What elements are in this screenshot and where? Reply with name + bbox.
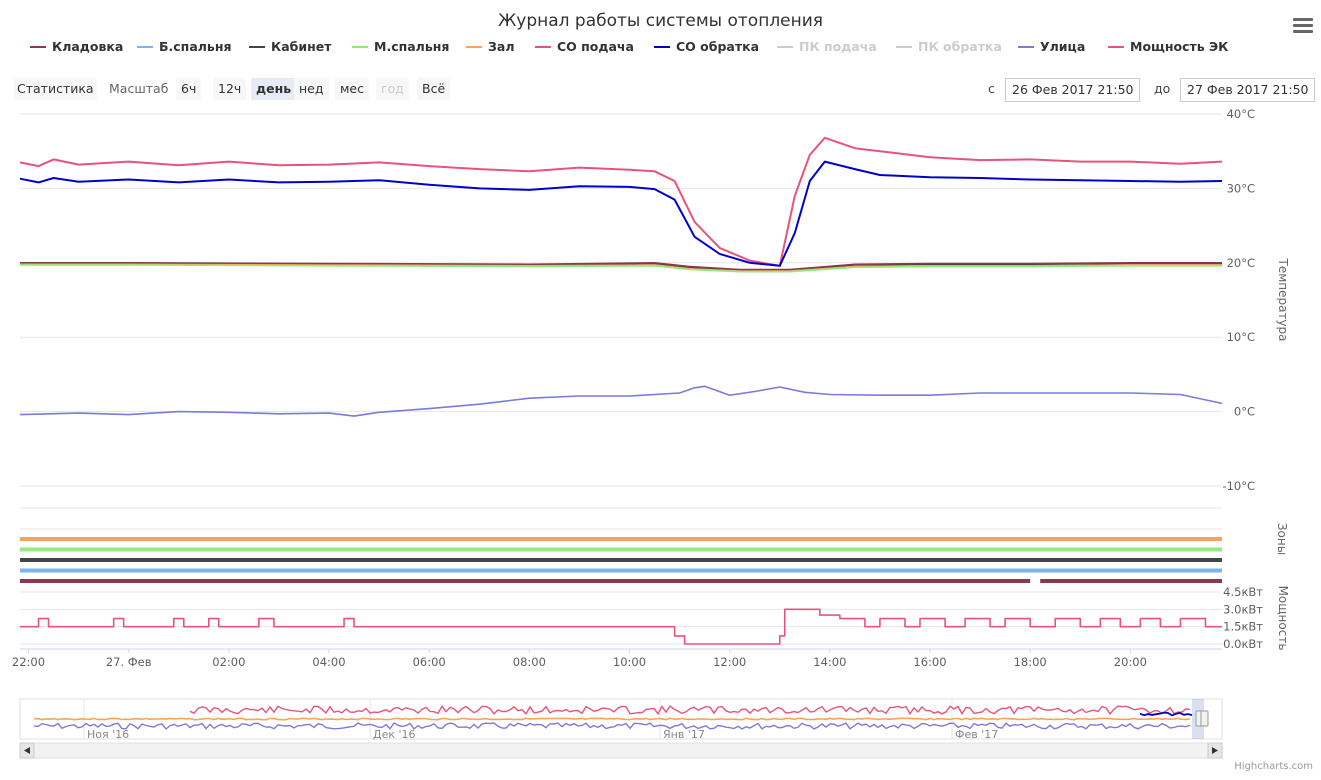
legend-item[interactable]: Кабинет	[249, 39, 332, 54]
series-line	[20, 264, 1222, 273]
zones-panel: Зоны	[20, 507, 1289, 583]
credits-link[interactable]: Highcharts.com	[1234, 761, 1313, 772]
series-line	[20, 262, 1222, 271]
legend-line-icon	[1108, 45, 1124, 48]
navigator-handle	[1200, 710, 1209, 727]
legend-item[interactable]: ПК подача	[777, 39, 877, 54]
power-tick-label: 1.5кВт	[1223, 620, 1263, 634]
x-axis: 22:00 27. Фев 02:00 04:00 06:00 08:00 10:00 12:…	[12, 648, 1222, 669]
legend-line-icon	[535, 45, 551, 48]
x-tick-label: 16:00	[913, 655, 946, 669]
zoom-button-week[interactable]: нед	[294, 78, 329, 100]
grid	[20, 113, 1222, 645]
zoom-button-6h[interactable]: 6ч	[176, 78, 202, 100]
temp-tick-label: 40°C	[1227, 107, 1255, 121]
series-line	[20, 608, 1222, 645]
x-tick-label: 20:00	[1114, 655, 1147, 669]
x-tick-label: 12:00	[713, 655, 746, 669]
navigator: Ноя '16 Дек '16 Янв '17 Фев '17	[19, 698, 1223, 741]
legend-line-icon	[777, 45, 793, 48]
chart-title: Журнал работы системы отопления	[497, 11, 824, 31]
power-tick-label: 4.5кВт	[1223, 585, 1263, 599]
x-tick-label: 02:00	[212, 655, 245, 669]
navigator-series	[189, 705, 1191, 716]
navigator-label: Дек '16	[373, 728, 416, 741]
date-from-input[interactable]: 26 Фев 2017 21:50	[1005, 78, 1141, 102]
arrow-right-icon	[1212, 747, 1218, 754]
series-line	[19, 160, 1223, 267]
temperature-axis: 40°C 30°C 20°C 10°C 0°C -10°C Температура	[1222, 107, 1290, 493]
temp-tick-label: 0°C	[1234, 405, 1255, 419]
temp-axis-title: Температура	[1276, 257, 1290, 341]
from-label: с	[988, 81, 995, 96]
date-to-input[interactable]: 27 Фев 2017 21:50	[1180, 78, 1316, 102]
x-tick-label: 22:00	[12, 655, 45, 669]
navigator-label: Фев '17	[955, 728, 998, 741]
power-axis-title: Мощность	[1276, 586, 1290, 651]
temp-tick-label: -10°C	[1222, 479, 1255, 493]
legend-line-icon	[896, 45, 912, 48]
legend-item[interactable]: ПК обратка	[896, 39, 1002, 54]
legend-line-icon	[654, 45, 670, 48]
x-tick-label: 08:00	[513, 655, 546, 669]
legend-line-icon	[466, 45, 482, 48]
temp-tick-label: 20°C	[1227, 256, 1255, 270]
navigator-series	[33, 717, 1191, 721]
statistics-button[interactable]: Статистика	[14, 78, 97, 100]
zoom-button-day[interactable]: день	[251, 78, 297, 100]
series-line	[19, 136, 1223, 267]
power-tick-label: 3.0кВт	[1223, 602, 1263, 616]
zoom-button-year[interactable]: год	[376, 78, 409, 100]
series-line	[19, 385, 1223, 417]
legend-item[interactable]: Б.спальня	[137, 39, 231, 54]
hamburger-menu-icon[interactable]	[1293, 18, 1313, 36]
zoom-button-12h[interactable]: 12ч	[213, 78, 247, 100]
arrow-left-icon	[24, 747, 30, 754]
legend-item[interactable]: М.спальня	[352, 39, 449, 54]
x-tick-label: 18:00	[1014, 655, 1047, 669]
power-axis: 4.5кВт 3.0кВт 1.5кВт 0.0кВт Мощность	[1223, 585, 1290, 651]
zoom-label: Масштаб	[109, 81, 169, 96]
zones-axis-title: Зоны	[1275, 523, 1289, 555]
navigator-series	[33, 722, 1191, 730]
to-label: до	[1154, 81, 1171, 96]
navigator-label: Янв '17	[663, 728, 705, 741]
legend-line-icon	[352, 45, 368, 48]
power-tick-label: 0.0кВт	[1223, 637, 1263, 651]
zoom-button-month[interactable]: мес	[335, 78, 369, 100]
legend-line-icon	[1018, 45, 1034, 48]
x-tick-label: 04:00	[312, 655, 345, 669]
legend-line-icon	[249, 45, 265, 48]
temp-tick-label: 30°C	[1227, 181, 1255, 195]
legend-item[interactable]: СО обратка	[654, 39, 759, 54]
x-tick-label: 27. Фев	[106, 655, 152, 669]
temp-tick-label: 10°C	[1227, 330, 1255, 344]
legend-item[interactable]: СО подача	[535, 39, 634, 54]
legend-item[interactable]: Мощность ЭК	[1108, 39, 1228, 54]
x-tick-label: 06:00	[413, 655, 446, 669]
scrollbar-track	[19, 742, 1223, 759]
legend-line-icon	[137, 45, 153, 48]
legend-item[interactable]: Зал	[466, 39, 514, 54]
legend-item[interactable]: Улица	[1018, 39, 1085, 54]
navigator-series	[1139, 711, 1193, 717]
series-lines	[19, 136, 1223, 645]
legend-item[interactable]: Кладовка	[30, 39, 123, 54]
legend-line-icon	[30, 45, 46, 48]
navigator-label: Ноя '16	[87, 728, 129, 741]
x-tick-label: 10:00	[613, 655, 646, 669]
scrollbar	[19, 742, 1223, 759]
zoom-button-all[interactable]: Всё	[417, 78, 451, 100]
x-tick-label: 14:00	[813, 655, 846, 669]
